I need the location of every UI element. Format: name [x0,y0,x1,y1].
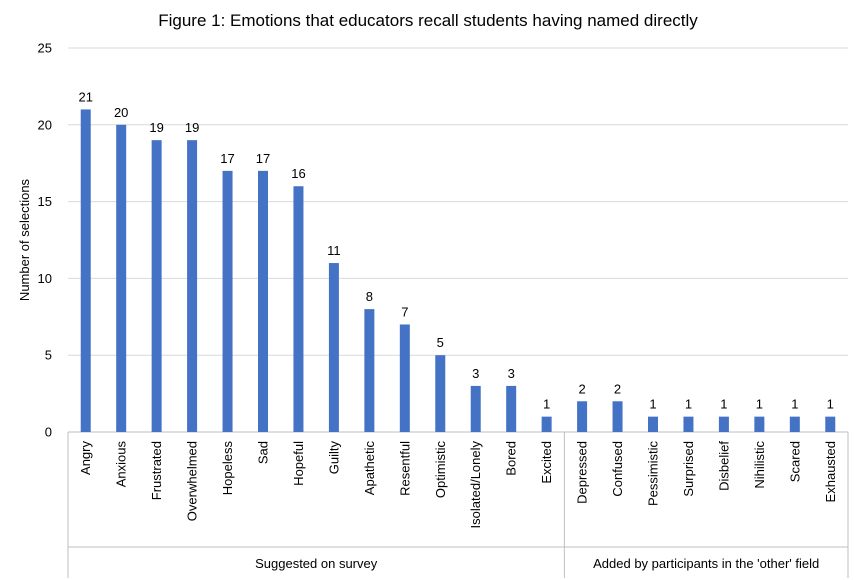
data-label: 5 [437,335,444,350]
group-label: Suggested on survey [255,556,378,571]
data-label: 1 [649,397,656,412]
data-label: 1 [827,397,834,412]
category-label: Resentful [397,441,412,496]
bar-surprised [683,416,694,432]
data-label: 3 [472,366,479,381]
category-groups: Suggested on survey Added by participants… [67,432,849,578]
category-label: Hopeless [220,441,235,496]
chart-title: Figure 1: Emotions that educators recall… [158,11,698,30]
category-label: Apathetic [362,441,377,496]
category-label: Optimistic [433,441,448,499]
category-label: Anxious [114,441,129,488]
category-label: Angry [78,441,93,475]
data-label: 2 [614,381,621,396]
data-label: 2 [578,381,585,396]
y-tick-label: 10 [38,271,52,286]
category-label: Frustrated [149,441,164,500]
bar-frustrated [151,140,162,432]
category-label: Surprised [681,441,696,497]
bar-isolated-lonely [470,385,481,432]
category-label: Isolated/Lonely [468,441,483,529]
bar-anxious [116,124,127,433]
bar-depressed [577,401,588,432]
data-label: 3 [508,366,515,381]
y-tick-labels: 0 5 10 15 20 25 [38,41,52,440]
bar-pessimistic [648,416,658,432]
data-label: 21 [78,89,92,104]
bar-angry [80,109,91,432]
data-label: 1 [685,397,692,412]
category-labels: Angry Anxious Frustrated Overwhelmed Hopeles… [78,441,838,529]
data-label: 20 [114,105,128,120]
category-label: Hopeful [291,441,306,486]
bar-overwhelmed [187,140,198,432]
bar-sad [258,170,268,432]
category-label: Bored [504,441,519,476]
data-label: 19 [149,120,163,135]
bar-optimistic [435,355,446,432]
gridlines [68,47,848,433]
data-label: 17 [256,151,270,166]
bar-guilty [328,263,339,432]
data-label: 1 [791,397,798,412]
bar-apathetic [364,309,375,432]
category-label: Confused [610,441,625,497]
data-label: 7 [401,304,408,319]
bar-disbelief [718,416,729,432]
category-label: Disbelief [716,441,731,491]
y-tick-label: 5 [45,348,52,363]
y-tick-label: 20 [38,117,52,132]
bar-nihilistic [754,416,765,432]
bar-hopeful [293,186,304,432]
category-label: Depressed [575,441,590,504]
data-label: 1 [756,397,763,412]
group-label: Added by participants in the 'other' fie… [593,556,819,571]
y-tick-label: 15 [38,194,52,209]
category-label: Nihilistic [752,441,767,489]
y-axis-label: Number of selections [17,178,32,301]
data-label: 1 [720,397,727,412]
bar-hopeless [222,170,233,432]
category-label: Overwhelmed [185,441,200,521]
category-label: Pessimistic [646,441,661,507]
category-label: Excited [539,441,554,484]
category-label: Sad [256,441,271,464]
data-label: 1 [543,397,550,412]
category-label: Exhausted [823,441,838,502]
data-label: 19 [185,120,199,135]
bars [80,109,836,433]
data-label: 17 [220,151,234,166]
category-label: Guilty [326,441,341,475]
data-label: 8 [366,289,373,304]
y-tick-label: 0 [45,425,52,440]
bar-excited [541,416,552,432]
bar-confused [612,401,623,432]
data-label: 16 [291,166,305,181]
bar-bored [506,385,517,432]
bar-scared [789,416,800,432]
data-label: 11 [327,243,341,258]
y-tick-label: 25 [38,41,52,56]
bar-exhausted [825,416,836,432]
bar-resentful [399,324,410,432]
category-label: Scared [787,441,802,482]
